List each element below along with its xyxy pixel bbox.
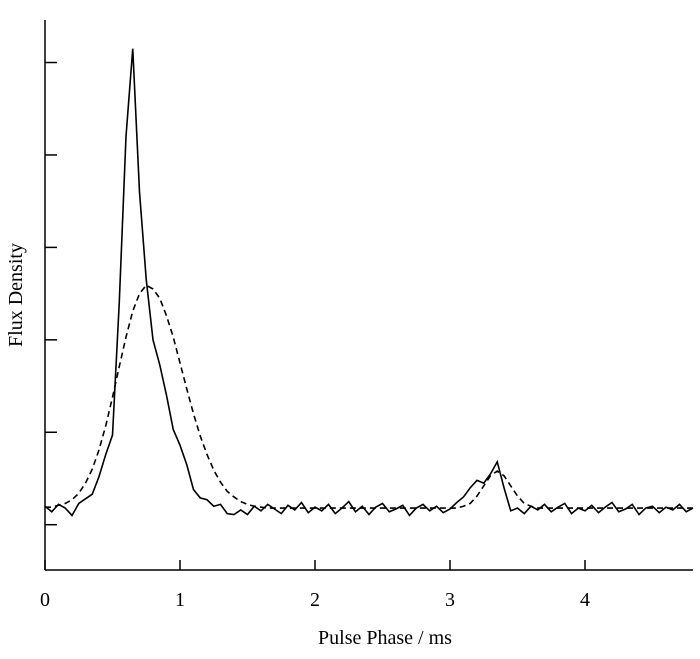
fit-line: [45, 284, 693, 509]
x-tick-label: 1: [175, 589, 185, 611]
x-axis-label: Pulse Phase / ms: [318, 627, 452, 649]
x-tick-label: 3: [445, 589, 455, 611]
x-tick-label: 0: [40, 589, 50, 611]
y-axis-label: Flux Density: [5, 243, 27, 347]
x-tick-label: 2: [310, 589, 320, 611]
profile-line: [44, 48, 694, 517]
x-tick-label: 4: [580, 589, 590, 611]
